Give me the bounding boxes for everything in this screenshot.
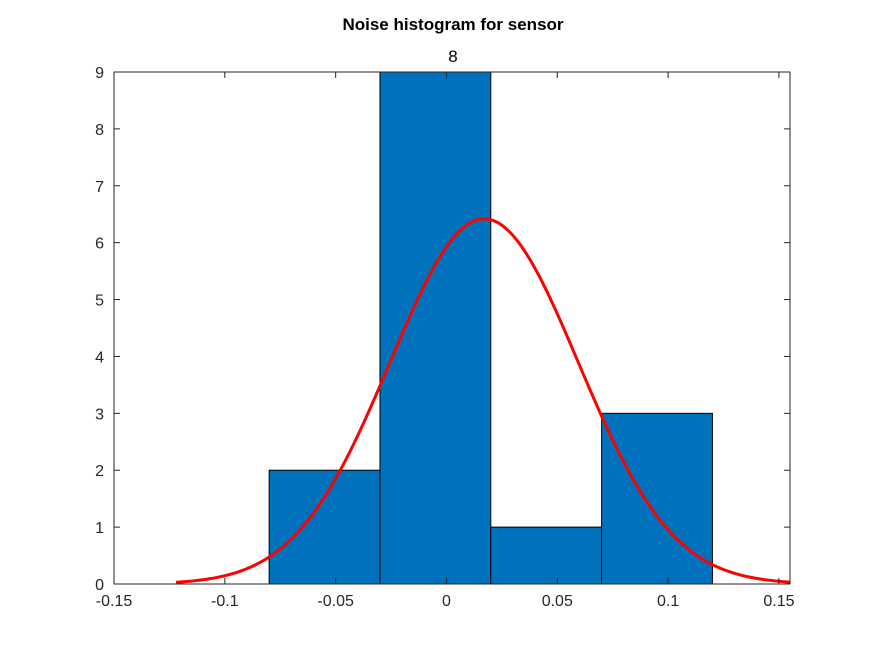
y-tick-label: 2 — [95, 463, 104, 480]
x-tick-label: -0.1 — [211, 593, 239, 610]
y-tick-label: 4 — [95, 349, 104, 366]
y-tick-label: 6 — [95, 236, 104, 253]
chart-subtitle: 8 — [448, 47, 457, 66]
histogram-bar-4 — [601, 412, 713, 585]
normal-fit-curve — [175, 217, 791, 584]
y-tick-label: 7 — [95, 179, 104, 196]
plot-area-box — [113, 71, 791, 585]
x-tick-label: 0.05 — [542, 593, 573, 610]
y-tick-label: 5 — [95, 293, 104, 310]
chart-title: Noise histogram for sensor — [342, 15, 563, 34]
x-tick-label: 0.1 — [657, 593, 679, 610]
histogram-bar-1 — [268, 469, 381, 585]
y-tick-label: 1 — [95, 520, 104, 537]
histogram-bar-3 — [490, 526, 603, 585]
axes-layer: -0.15 -0.1 -0.05 0 0.05 0.1 0.15 0 1 2 3 4 5 6 7 8 9 — [95, 65, 794, 610]
x-tick-label: 0 — [442, 593, 451, 610]
y-tick-label: 3 — [95, 406, 104, 423]
fit-curve-layer — [175, 217, 791, 584]
y-tick-label: 8 — [95, 122, 104, 139]
x-tick-label: 0.15 — [763, 593, 794, 610]
y-tick-label: 9 — [95, 65, 104, 82]
bars-layer — [268, 71, 713, 585]
histogram-bar-2 — [379, 71, 492, 585]
x-tick-label: -0.05 — [317, 593, 354, 610]
y-tick-label: 0 — [95, 577, 104, 594]
x-tick-label: -0.15 — [96, 593, 133, 610]
